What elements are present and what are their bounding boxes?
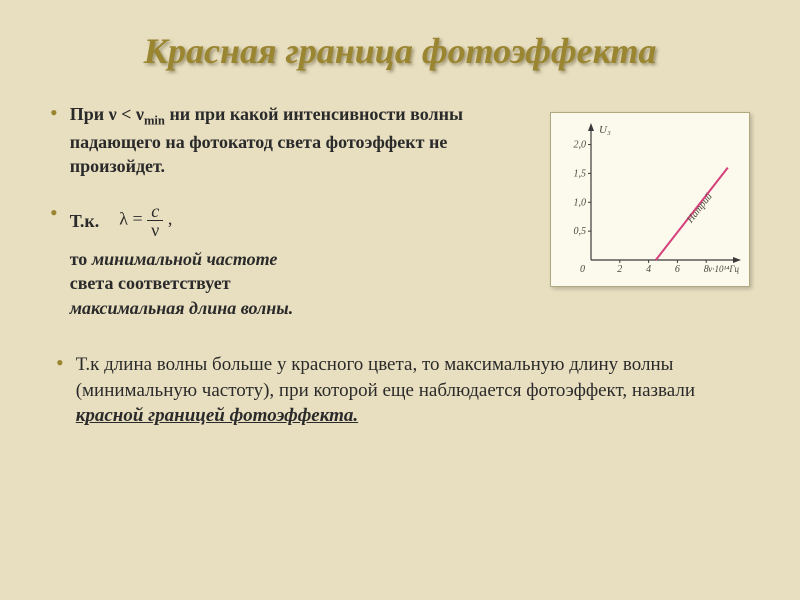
svg-text:1,0: 1,0 (574, 197, 587, 208)
b2-to: то (70, 249, 92, 269)
svg-text:0,5: 0,5 (574, 226, 587, 237)
fraction: c ν (147, 202, 163, 239)
b3-a: Т.к длина волны больше у красного цвета,… (76, 354, 695, 401)
b2-tk: Т.к. (70, 209, 100, 233)
svg-text:1,5: 1,5 (574, 168, 587, 179)
svg-text:0: 0 (580, 264, 585, 275)
svg-text:Натрий: Натрий (684, 191, 714, 226)
bullet-1: • При ν < νmin ни при какой интенсивност… (50, 102, 530, 178)
formula: λ = c ν , (119, 202, 172, 239)
bullet-2: • Т.к. λ = c ν , то минимальной частоте (50, 202, 530, 320)
lambda-eq: λ = (119, 209, 142, 229)
frac-num: c (147, 202, 163, 221)
svg-text:4: 4 (646, 264, 651, 275)
frac-den: ν (147, 221, 163, 239)
bullet-marker: • (50, 102, 58, 178)
svg-text:ν·10¹⁴Гц: ν·10¹⁴Гц (708, 264, 739, 274)
chart: 0,51,01,52,024680U₃ν·10¹⁴ГцНатрий (550, 112, 750, 287)
b3-b: красной границей фотоэффекта. (76, 405, 358, 426)
b2-maxlen: максимальная длина волны. (70, 298, 294, 318)
bullet-2-text: Т.к. λ = c ν , то минимальной частоте св… (70, 202, 294, 320)
b1-prefix: При (70, 104, 109, 124)
comma: , (168, 209, 173, 229)
svg-text:2: 2 (617, 264, 622, 275)
b2-line1: Т.к. λ = c ν , (70, 202, 294, 239)
b2-line4: максимальная длина волны. (70, 296, 294, 320)
b2-line2: то минимальной частоте (70, 247, 294, 271)
b2-minfreq: минимальной частоте (92, 249, 278, 269)
bullet-1-text: При ν < νmin ни при какой интенсивности … (70, 102, 530, 178)
svg-text:U₃: U₃ (599, 124, 611, 136)
bullet-marker: • (56, 352, 64, 429)
b1-cond: ν < ν (109, 104, 144, 124)
bullet-marker: • (50, 202, 58, 320)
page-title: Красная граница фотоэффекта (50, 30, 750, 72)
bullet-3-text: Т.к длина волны больше у красного цвета,… (76, 352, 744, 429)
bullet-3: • Т.к длина волны больше у красного цвет… (50, 352, 750, 429)
b1-sub: min (144, 114, 165, 128)
b2-line3: света соответствует (70, 271, 294, 295)
left-column: • При ν < νmin ни при какой интенсивност… (50, 102, 530, 344)
b2-l3a: света соответствует (70, 273, 231, 293)
svg-text:2,0: 2,0 (574, 140, 587, 151)
chart-svg: 0,51,01,52,024680U₃ν·10¹⁴ГцНатрий (559, 121, 743, 280)
svg-text:6: 6 (675, 264, 680, 275)
content-row: • При ν < νmin ни при какой интенсивност… (50, 102, 750, 344)
